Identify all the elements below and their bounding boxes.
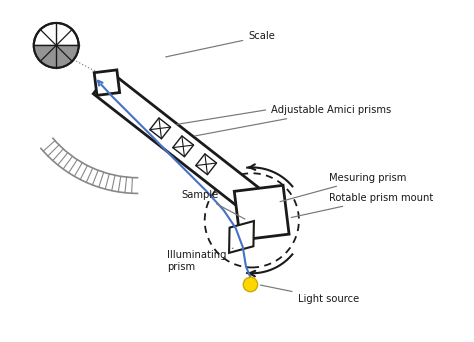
Circle shape xyxy=(243,277,258,292)
Polygon shape xyxy=(229,221,254,253)
Text: Adjustable Amici prisms: Adjustable Amici prisms xyxy=(195,105,391,136)
Text: Mesuring prism: Mesuring prism xyxy=(280,173,406,202)
Polygon shape xyxy=(150,118,171,139)
Text: Rotable prism mount: Rotable prism mount xyxy=(292,193,433,218)
Text: Light source: Light source xyxy=(260,285,359,304)
Circle shape xyxy=(34,23,79,68)
Polygon shape xyxy=(94,70,119,95)
Polygon shape xyxy=(93,72,273,221)
Polygon shape xyxy=(34,45,79,68)
Polygon shape xyxy=(196,154,217,175)
Text: Sample: Sample xyxy=(181,190,245,219)
Polygon shape xyxy=(173,136,193,157)
Text: Scale: Scale xyxy=(166,31,275,57)
Polygon shape xyxy=(234,185,289,240)
Text: Illuminating
prism: Illuminating prism xyxy=(167,248,233,272)
